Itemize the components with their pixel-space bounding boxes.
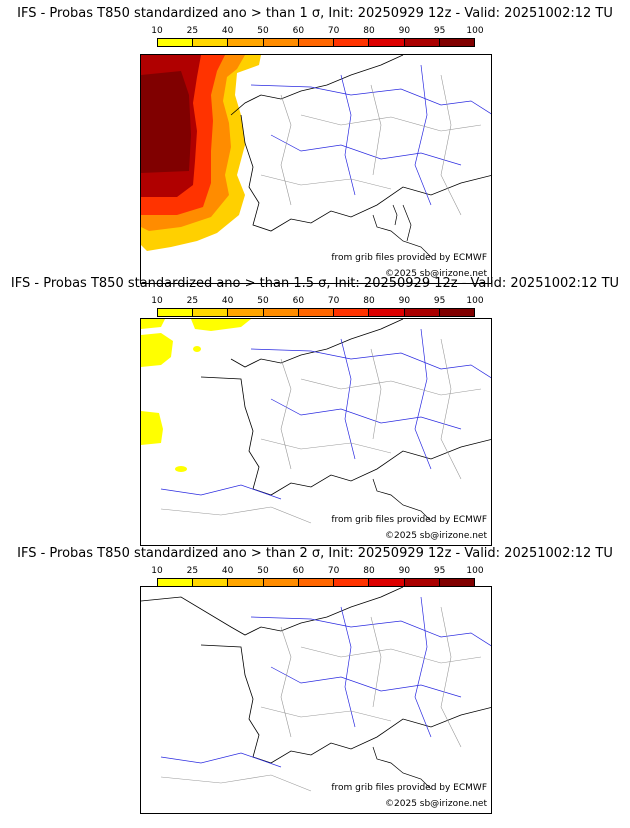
colorbar-swatch (263, 39, 299, 46)
colorbar-tick-label: 80 (363, 566, 375, 576)
colorbar-swatch (228, 579, 264, 586)
colorbar-swatch (334, 39, 370, 46)
colorbar-tick-label: 40 (221, 566, 234, 576)
probability-map: from grib files provided by ECMWF ©2025 … (140, 54, 492, 284)
colorbar-tick-label: 100 (466, 296, 484, 306)
colorbar-tick-label: 50 (257, 26, 269, 36)
data-source-credit: from grib files provided by ECMWF (331, 515, 487, 525)
colorbar-tick-label: 60 (292, 296, 305, 306)
colorbar-tick-label: 40 (221, 26, 234, 36)
colorbar-swatch (228, 309, 264, 316)
data-source-credit: from grib files provided by ECMWF (331, 783, 487, 793)
colorbar-tick-label: 80 (363, 26, 375, 36)
colorbar-swatch (439, 309, 474, 316)
colorbar-swatch (404, 579, 440, 586)
colorbar-swatches (157, 308, 475, 317)
copyright-credit: ©2025 sb@irizone.net (385, 531, 487, 541)
probability-map: from grib files provided by ECMWF ©2025 … (140, 586, 492, 814)
copyright-credit: ©2025 sb@irizone.net (385, 799, 487, 809)
colorbar-swatch (369, 309, 405, 316)
colorbar-swatch (298, 39, 335, 46)
colorbar-tick-label: 50 (257, 296, 269, 306)
colorbar-swatch (298, 309, 335, 316)
colorbar-tick-label: 70 (327, 566, 340, 576)
colorbar-tick-label: 40 (221, 296, 234, 306)
colorbar-swatch (193, 39, 229, 46)
colorbar-tick-label: 10 (151, 566, 163, 576)
colorbar-tick-label: 10 (151, 26, 163, 36)
colorbar-tick-label: 70 (327, 296, 340, 306)
colorbar-tick-label: 95 (433, 566, 446, 576)
colorbar-tick-label: 100 (466, 26, 484, 36)
colorbar-swatches (157, 38, 475, 47)
colorbar: 10 25 40 50 60 70 80 90 95 100 (151, 296, 484, 320)
copyright-credit: ©2025 sb@irizone.net (385, 269, 487, 279)
colorbar-swatch (404, 309, 440, 316)
colorbar-swatch (158, 39, 194, 46)
colorbar-swatch (404, 39, 440, 46)
colorbar-ticks: 10 25 40 50 60 70 80 90 95 100 (151, 26, 483, 37)
colorbar-tick-label: 100 (466, 566, 484, 576)
colorbar-tick-label: 95 (433, 296, 446, 306)
colorbar-swatch (228, 39, 264, 46)
colorbar-ticks: 10 25 40 50 60 70 80 90 95 100 (151, 566, 483, 577)
colorbar-tick-label: 50 (257, 566, 269, 576)
colorbar-tick-label: 25 (186, 26, 199, 36)
colorbar-swatch (369, 579, 405, 586)
data-source-credit: from grib files provided by ECMWF (331, 253, 487, 263)
colorbar-tick-label: 90 (398, 296, 411, 306)
colorbar-swatch (193, 579, 229, 586)
colorbar-tick-label: 90 (398, 566, 411, 576)
probability-map: from grib files provided by ECMWF ©2025 … (140, 318, 492, 546)
colorbar-swatch (334, 579, 370, 586)
colorbar-ticks: 10 25 40 50 60 70 80 90 95 100 (151, 296, 483, 307)
colorbar-tick-label: 25 (186, 566, 199, 576)
colorbar-swatch (298, 579, 335, 586)
colorbar-tick-label: 95 (433, 26, 446, 36)
colorbar-swatch (193, 309, 229, 316)
colorbar-swatch (439, 39, 474, 46)
colorbar-swatch (158, 309, 194, 316)
colorbar-tick-label: 10 (151, 296, 163, 306)
colorbar-tick-label: 25 (186, 296, 199, 306)
colorbar-swatch (369, 39, 405, 46)
colorbar-tick-label: 90 (398, 26, 411, 36)
colorbar: 10 25 40 50 60 70 80 90 95 100 (151, 26, 484, 50)
colorbar: 10 25 40 50 60 70 80 90 95 100 (151, 566, 484, 590)
colorbar-tick-label: 80 (363, 296, 375, 306)
colorbar-tick-label: 60 (292, 26, 305, 36)
colorbar-swatch (263, 579, 299, 586)
colorbar-swatch (334, 309, 370, 316)
panel-title: IFS - Probas T850 standardized ano > tha… (10, 276, 620, 291)
panel-title: IFS - Probas T850 standardized ano > tha… (17, 546, 613, 561)
colorbar-swatch (439, 579, 474, 586)
colorbar-tick-label: 60 (292, 566, 305, 576)
panel-title: IFS - Probas T850 standardized ano > tha… (17, 6, 613, 21)
colorbar-tick-label: 70 (327, 26, 340, 36)
colorbar-swatch (158, 579, 194, 586)
colorbar-swatch (263, 309, 299, 316)
